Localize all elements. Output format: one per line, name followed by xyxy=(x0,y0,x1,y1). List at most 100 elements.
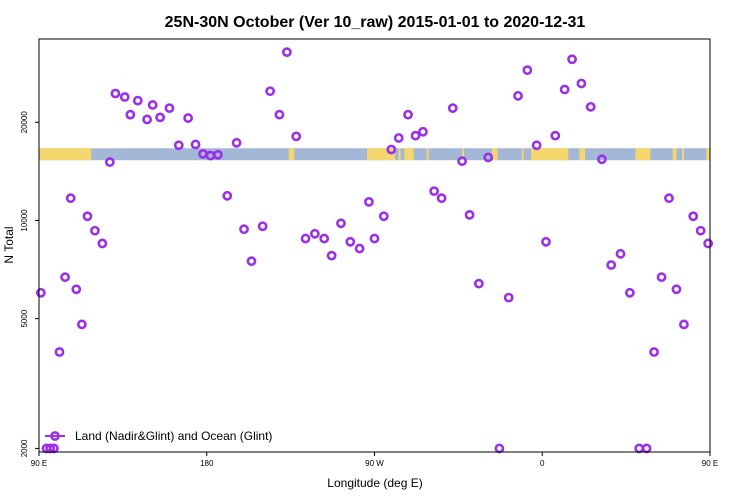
data-point xyxy=(222,190,233,201)
plot-frame xyxy=(38,38,711,453)
y-axis-label: N Total xyxy=(2,226,16,263)
data-point xyxy=(345,236,356,247)
land-segment xyxy=(531,148,569,161)
data-point xyxy=(567,54,577,65)
legend-marker xyxy=(50,431,60,441)
data-point xyxy=(403,109,413,120)
data-point xyxy=(142,114,153,125)
data-point xyxy=(679,319,689,330)
data-point xyxy=(503,292,514,303)
data-point xyxy=(559,84,570,95)
data-point xyxy=(173,140,184,151)
data-point xyxy=(410,130,421,141)
data-point xyxy=(656,272,667,283)
data-point xyxy=(309,228,320,239)
data-point xyxy=(213,149,223,160)
data-point xyxy=(319,233,330,244)
data-point xyxy=(473,278,484,289)
data-point xyxy=(436,193,447,204)
data-point xyxy=(649,347,659,357)
land-segment xyxy=(491,148,498,161)
data-point xyxy=(97,238,108,249)
legend-label: Land (Nadir&Glint) and Ocean (Glint) xyxy=(75,429,272,443)
data-point xyxy=(104,157,115,167)
data-point xyxy=(703,238,714,249)
data-point xyxy=(35,287,46,298)
data-point xyxy=(274,109,285,120)
land-segment xyxy=(426,148,429,161)
data-point xyxy=(483,152,494,163)
data-point xyxy=(125,109,136,120)
data-point xyxy=(65,193,76,204)
data-point xyxy=(522,65,533,76)
data-point xyxy=(429,186,440,197)
data-point xyxy=(71,284,82,295)
land-segment xyxy=(682,148,684,161)
y-tick-label: 2000 xyxy=(20,439,29,457)
land-segment xyxy=(398,148,401,161)
data-point xyxy=(378,211,389,222)
data-point xyxy=(54,347,65,357)
data-point xyxy=(164,103,175,114)
data-point xyxy=(531,140,542,151)
data-point xyxy=(155,112,166,123)
land-segment xyxy=(39,148,92,161)
land-segment xyxy=(706,148,710,161)
data-point xyxy=(110,88,121,99)
data-point xyxy=(664,193,674,204)
land-segment xyxy=(462,148,464,161)
data-point xyxy=(119,92,130,102)
data-point xyxy=(265,86,276,97)
data-point xyxy=(634,443,645,454)
x-tick-label: 180 xyxy=(200,459,214,468)
data-point xyxy=(231,137,242,148)
data-point xyxy=(132,95,143,106)
data-point xyxy=(688,211,699,222)
data-point xyxy=(615,248,626,259)
data-point xyxy=(291,131,302,142)
land-segment xyxy=(521,148,524,161)
y-tick-label: 10000 xyxy=(20,209,29,232)
data-point xyxy=(671,284,682,295)
data-point xyxy=(369,233,380,244)
data-point xyxy=(447,103,458,114)
data-point xyxy=(606,260,617,270)
data-point xyxy=(393,133,404,143)
data-point xyxy=(386,144,397,155)
data-point xyxy=(190,139,201,150)
data-point xyxy=(418,126,428,137)
x-axis-label: Longitude (deg E) xyxy=(327,476,422,490)
data-point xyxy=(246,256,257,267)
data-point xyxy=(550,130,561,141)
y-tick-label: 20000 xyxy=(20,111,29,134)
data-point xyxy=(596,154,607,165)
x-tick-label: 0 xyxy=(540,459,545,468)
data-point xyxy=(300,233,311,244)
x-tick-label: 90 W xyxy=(365,459,384,468)
data-point xyxy=(457,156,468,167)
data-point xyxy=(257,221,268,232)
land-segment xyxy=(635,148,651,161)
land-segment xyxy=(288,148,295,161)
land-segment xyxy=(367,148,396,161)
data-point xyxy=(541,236,551,247)
data-point xyxy=(239,224,249,235)
y-tick-label: 5000 xyxy=(20,309,29,327)
data-point xyxy=(641,443,652,454)
data-point xyxy=(326,250,337,261)
data-point xyxy=(695,225,706,236)
data-point xyxy=(624,287,635,298)
x-tick-label: 90 E xyxy=(31,459,47,468)
data-point xyxy=(494,443,505,454)
legend: Land (Nadir&Glint) and Ocean (Glint) xyxy=(45,429,272,443)
data-point xyxy=(281,47,292,58)
x-tick-label: 90 E xyxy=(702,459,718,468)
data-point xyxy=(576,78,587,89)
data-point xyxy=(585,101,596,112)
data-point xyxy=(90,225,100,236)
data-point xyxy=(82,211,93,222)
data-point xyxy=(464,209,475,220)
land-segment xyxy=(672,148,677,161)
